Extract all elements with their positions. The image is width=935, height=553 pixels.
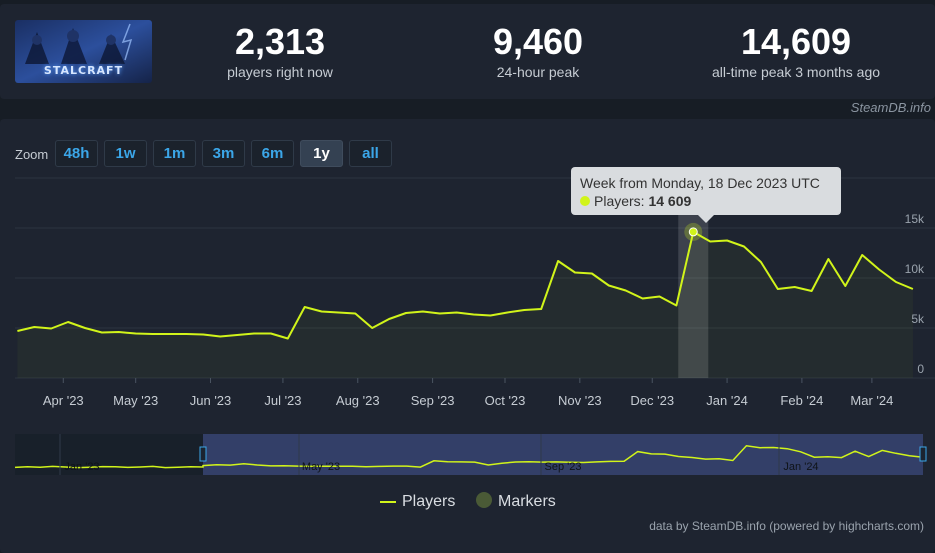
players-area [17, 231, 913, 378]
legend-marker-symbol [476, 492, 492, 509]
y-tick-label: 15k [905, 212, 925, 226]
highlight-point [688, 227, 698, 237]
stat-current-players-label: players right now [227, 64, 333, 80]
stat-all-time-peak-label: all-time peak 3 months ago [711, 64, 881, 80]
chart-credits[interactable]: data by SteamDB.info (powered by highcha… [649, 519, 924, 533]
stat-current-players-value: 2,313 [234, 21, 326, 62]
x-tick-label: May '23 [113, 393, 158, 408]
navigator-label: May '23 [302, 461, 340, 473]
tooltip-title: Week from Monday, 18 Dec 2023 UTC [580, 175, 820, 191]
x-tick-label: Aug '23 [336, 393, 380, 408]
zoom-label: Zoom [15, 147, 49, 162]
zoom-button-all[interactable]: all [349, 140, 392, 167]
y-tick-label: 5k [911, 312, 925, 326]
legend-item-players[interactable]: Players [380, 493, 455, 511]
x-tick-label: Dec '23 [630, 393, 674, 408]
stat-24h-peak-value: 9,460 [492, 21, 584, 62]
navigator-label: Jan '24 [783, 461, 818, 473]
y-tick-label: 10k [905, 262, 925, 276]
stat-current-players: 2,313 players right now [180, 21, 380, 81]
zoom-button-1w[interactable]: 1w [104, 140, 147, 167]
x-tick-label: Oct '23 [485, 393, 526, 408]
legend-markers-label: Markers [498, 493, 556, 510]
legend-item-markers[interactable]: Markers [476, 492, 556, 511]
zoom-button-1y[interactable]: 1y [300, 140, 343, 167]
zoom-button-3m[interactable]: 3m [202, 140, 245, 167]
stat-all-time-peak-value: 14,609 [740, 21, 852, 62]
stat-24h-peak-label: 24-hour peak [496, 64, 580, 80]
y-tick-label: 0 [917, 362, 924, 376]
player-chart[interactable]: 0 5k 10k 15k Apr '23 May '23 Jun '23 Jul '23 Au… [0, 119, 935, 479]
navigator[interactable]: Jan '23 May '23 Sep '23 Jan '24 [14, 434, 927, 475]
x-axis-labels: Apr '23 May '23 Jun '23 Jul '23 Aug '23 Sep '… [43, 378, 893, 408]
zoom-button-6m[interactable]: 6m [251, 140, 294, 167]
navigator-labels: Jan '23 May '23 Sep '23 Jan '24 [59, 434, 819, 475]
tooltip-series-dot [580, 196, 590, 207]
game-logo[interactable]: STALCRAFT [15, 20, 152, 83]
players-line [17, 230, 914, 340]
game-logo-text: STALCRAFT [43, 64, 124, 77]
x-tick-label: Nov '23 [558, 393, 602, 408]
navigator-selection[interactable] [203, 434, 923, 475]
navigator-label: Jan '23 [64, 461, 99, 473]
y-axis-labels: 0 5k 10k 15k [905, 212, 925, 376]
x-tick-label: Jul '23 [264, 393, 301, 408]
tooltip-series-label: Players: [594, 193, 645, 209]
tooltip-value: 14 609 [648, 193, 692, 209]
legend-line-symbol [380, 500, 396, 503]
stat-24h-peak: 9,460 24-hour peak [438, 21, 638, 81]
zoom-button-48h[interactable]: 48h [55, 140, 98, 167]
steamdb-watermark: SteamDB.info [850, 100, 931, 115]
zoom-button-1m[interactable]: 1m [153, 140, 196, 167]
x-tick-label: Jun '23 [190, 393, 232, 408]
stats-panel: STALCRAFT 2,313 players right now 9,460 … [0, 4, 935, 99]
navigator-right-handle[interactable] [919, 446, 927, 462]
stat-all-time-peak: 14,609 all-time peak 3 months ago [676, 21, 916, 81]
navigator-left-handle[interactable] [199, 446, 207, 462]
tooltip-row: Players: 14 609 [580, 193, 832, 210]
navigator-label: Sep '23 [545, 461, 582, 473]
navigator-line [14, 445, 924, 469]
tooltip-arrow [698, 215, 714, 223]
chart-tooltip: Week from Monday, 18 Dec 2023 UTC Player… [571, 167, 841, 223]
x-tick-label: Feb '24 [780, 393, 823, 408]
legend-players-label: Players [402, 493, 456, 510]
x-tick-label: Jan '24 [706, 393, 748, 408]
data-points [684, 222, 703, 241]
x-tick-label: Sep '23 [411, 393, 455, 408]
chart-panel: Zoom 48h 1w 1m 3m 6m 1y all 0 5k 10k 15k Ap… [0, 119, 935, 553]
x-tick-label: Mar '24 [850, 393, 893, 408]
x-tick-label: Apr '23 [43, 393, 84, 408]
game-logo-art [15, 20, 152, 83]
